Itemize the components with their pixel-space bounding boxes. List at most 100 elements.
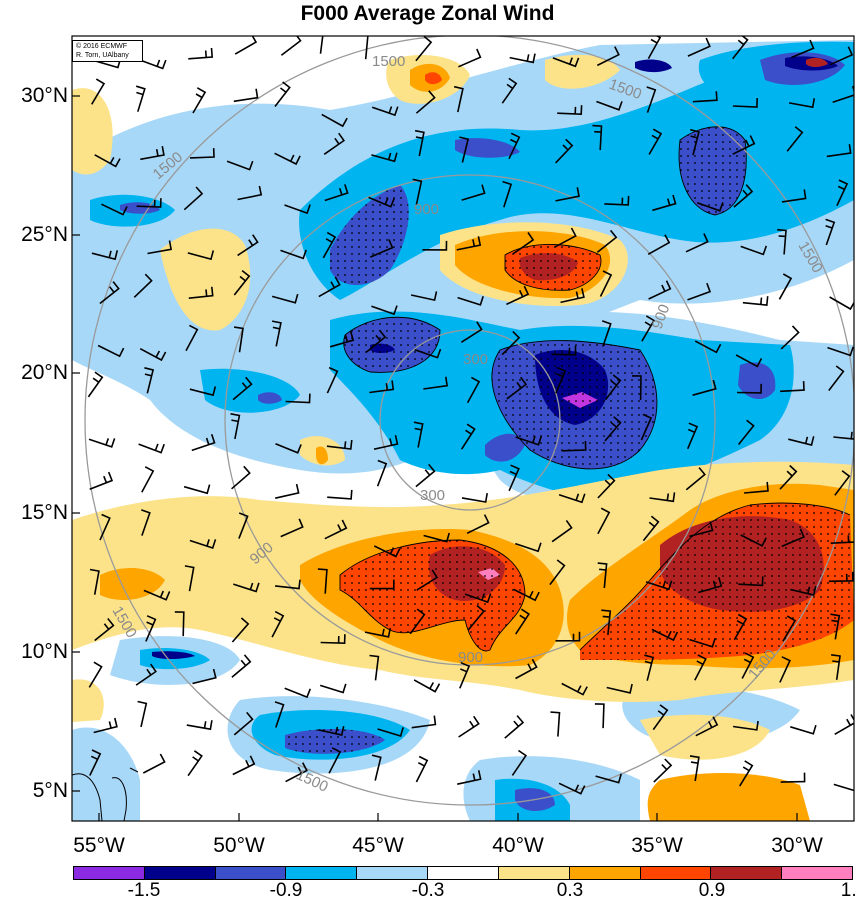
wind-barb bbox=[506, 285, 530, 306]
wind-barb bbox=[184, 565, 195, 592]
wind-barb bbox=[689, 637, 716, 648]
wind-barb bbox=[648, 128, 663, 155]
wind-barb bbox=[191, 433, 216, 452]
wind-barb bbox=[502, 180, 513, 208]
wind-barb bbox=[414, 129, 425, 157]
wind-barb bbox=[231, 654, 252, 678]
wind-barb bbox=[599, 270, 613, 297]
wind-barb bbox=[506, 376, 528, 400]
wind-barb bbox=[560, 288, 585, 304]
wind-barb bbox=[368, 196, 395, 208]
wind-barb bbox=[376, 459, 388, 487]
wind-barb bbox=[555, 187, 580, 202]
wind-barb bbox=[136, 198, 162, 208]
wind-barb bbox=[410, 291, 438, 302]
colorbar-swatch bbox=[640, 867, 712, 879]
wind-barb bbox=[781, 528, 805, 548]
wind-barb bbox=[327, 489, 353, 500]
wind-barb bbox=[422, 240, 448, 251]
wind-barb bbox=[323, 132, 346, 155]
colorbar-label: 1.5 bbox=[840, 880, 855, 901]
wind-barb bbox=[174, 611, 185, 637]
wind-barb bbox=[786, 126, 804, 152]
wind-barb bbox=[371, 305, 398, 316]
wind-barb bbox=[825, 218, 836, 246]
wind-barb bbox=[597, 473, 616, 499]
wind-barb bbox=[329, 331, 355, 348]
lon-label-55w: 55°W bbox=[73, 834, 125, 857]
wind-barb bbox=[138, 443, 165, 454]
wind-barb bbox=[558, 493, 586, 504]
wind-barb bbox=[830, 654, 841, 680]
wind-barb bbox=[373, 545, 401, 558]
wind-barb bbox=[188, 47, 214, 60]
colorbar-label: -0.9 bbox=[269, 880, 303, 901]
ring-label: 900 bbox=[458, 649, 483, 666]
wind-barb bbox=[415, 90, 436, 114]
wind-barb bbox=[415, 463, 436, 488]
wind-barb bbox=[606, 683, 633, 694]
wind-barb bbox=[501, 330, 521, 356]
wind-barb bbox=[321, 113, 348, 128]
wind-barb bbox=[232, 755, 256, 776]
colorbar-swatch bbox=[711, 867, 783, 879]
wind-barb bbox=[365, 329, 387, 353]
ring-label: 300 bbox=[420, 487, 445, 504]
wind-barb bbox=[183, 186, 204, 211]
wind-barb bbox=[604, 195, 630, 206]
colorbar-swatch bbox=[144, 867, 216, 879]
wind-barb bbox=[515, 435, 543, 446]
wind-barb bbox=[692, 91, 718, 103]
wind-barb bbox=[780, 325, 800, 350]
lat-label-5n: 5°N bbox=[32, 779, 68, 802]
wind-barb bbox=[284, 204, 311, 215]
wind-barb bbox=[274, 701, 285, 728]
wind-barb bbox=[237, 234, 259, 257]
wind-barb bbox=[284, 687, 312, 699]
colorbar-swatch bbox=[215, 867, 287, 879]
wind-barb bbox=[139, 59, 167, 70]
wind-barb bbox=[836, 179, 849, 207]
wind-barb bbox=[596, 229, 618, 253]
wind-barb bbox=[415, 755, 429, 783]
wind-barb bbox=[515, 542, 542, 553]
plot-frame bbox=[71, 35, 855, 822]
wind-barb bbox=[647, 234, 671, 255]
wind-barb bbox=[464, 593, 492, 604]
wind-barb bbox=[328, 747, 342, 774]
wind-barb bbox=[373, 435, 399, 450]
wind-barb bbox=[280, 249, 307, 260]
wind-barb bbox=[457, 770, 482, 785]
wind-barb bbox=[555, 631, 581, 642]
wind-barb bbox=[317, 36, 324, 54]
wind-barb bbox=[326, 439, 353, 450]
wind-barb bbox=[101, 203, 128, 216]
wind-barb bbox=[555, 138, 574, 164]
wind-barb bbox=[91, 250, 119, 261]
wind-barb bbox=[648, 280, 672, 300]
wind-barb bbox=[790, 586, 817, 596]
wind-barbs bbox=[87, 36, 854, 795]
colorbar-label: -0.3 bbox=[411, 880, 445, 901]
wind-barb bbox=[646, 86, 657, 113]
wind-barb bbox=[779, 464, 798, 490]
wind-barb bbox=[689, 755, 700, 782]
wind-barb bbox=[652, 704, 669, 731]
wind-barb bbox=[414, 348, 442, 359]
wind-barb bbox=[601, 320, 612, 347]
wind-barb bbox=[411, 715, 437, 729]
wind-barb bbox=[364, 627, 392, 638]
wind-barb bbox=[513, 588, 540, 602]
wind-barb bbox=[461, 492, 488, 503]
wind-barb bbox=[456, 236, 482, 251]
wind-barb bbox=[467, 604, 485, 631]
wind-barb bbox=[147, 240, 173, 255]
wind-barb bbox=[777, 228, 787, 255]
significance-stippling bbox=[285, 126, 854, 754]
wind-barb bbox=[275, 443, 302, 454]
wind-barb bbox=[93, 717, 118, 734]
wind-barb bbox=[828, 365, 845, 391]
colorbar bbox=[73, 866, 853, 880]
ring-label: 1500 bbox=[372, 53, 405, 70]
wind-barb bbox=[596, 100, 623, 111]
